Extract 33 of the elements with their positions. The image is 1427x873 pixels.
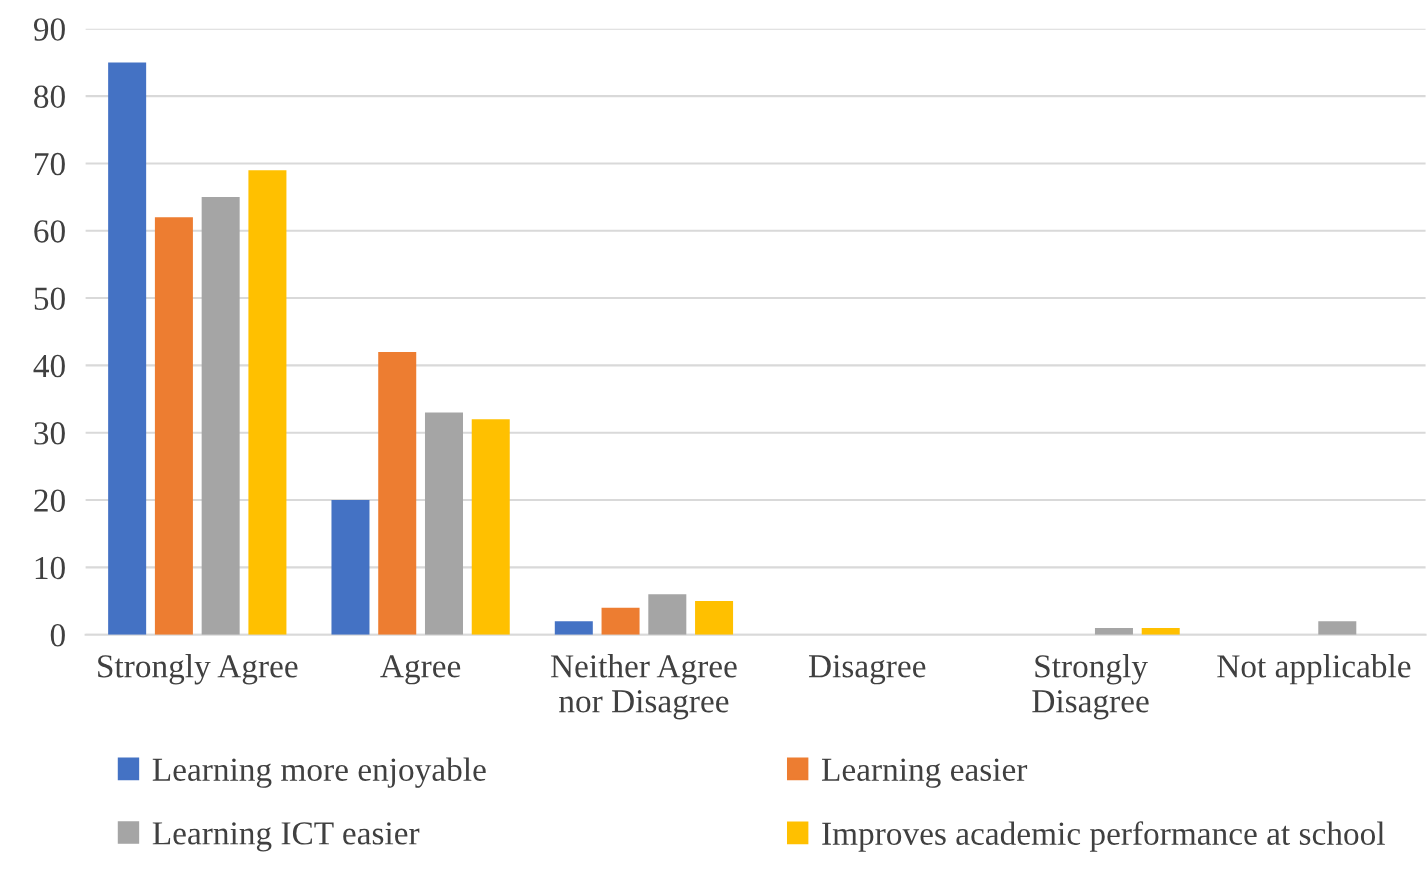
y-tick-label: 90 (33, 18, 65, 41)
y-tick-label: 60 (34, 220, 65, 243)
x-tick-label: Neither Agree nor Disagree (550, 654, 737, 720)
legend-label: Learning easier (821, 758, 1028, 788)
bar (378, 351, 417, 635)
x-tick-label: Strongly Agree (98, 654, 298, 685)
y-tick-label: 80 (34, 85, 65, 109)
y-tick-label: 10 (35, 556, 65, 580)
bar (471, 419, 510, 635)
bar (331, 500, 370, 635)
y-tick-label: 0 (50, 624, 65, 647)
x-tick-label: Not applicable (1217, 654, 1411, 685)
x-tick-label: Disagree (808, 655, 926, 685)
y-tick-label: 20 (34, 489, 65, 512)
legend-label: Learning more enjoyable (152, 757, 486, 788)
bar (201, 197, 240, 635)
x-tick-label: Agree (380, 655, 461, 685)
bar (154, 217, 193, 635)
bar (248, 170, 287, 635)
bar (424, 412, 463, 635)
y-tick-label: 50 (34, 287, 65, 310)
bar (648, 594, 687, 635)
y-tick-label: 70 (35, 152, 65, 176)
bar (108, 62, 147, 635)
bar (1318, 621, 1357, 635)
bar (601, 607, 640, 635)
legend-label: Improves academic performance at school (822, 821, 1385, 852)
bar (695, 601, 734, 635)
bar (554, 621, 593, 635)
y-tick-label: 40 (33, 354, 65, 378)
x-tick-label: Strongly Disagree (1032, 654, 1149, 720)
legend-label: Learning ICT easier (152, 822, 420, 852)
y-tick-label: 30 (34, 422, 65, 445)
